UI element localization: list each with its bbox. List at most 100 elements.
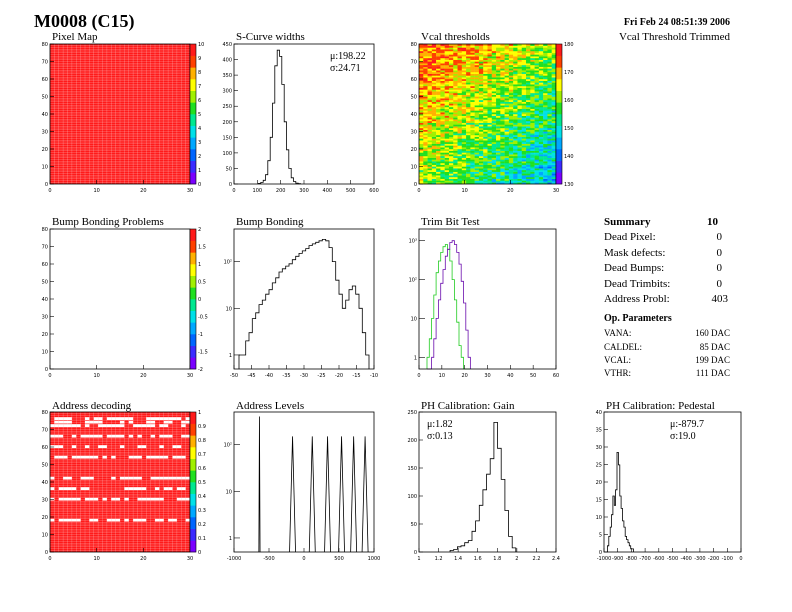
heatmap-cell: [427, 112, 433, 115]
missing-pixel: [89, 476, 94, 480]
heatmap-cell: [504, 170, 510, 172]
heatmap-cell: [419, 150, 424, 153]
heatmap-cell: [436, 117, 441, 120]
heatmap-cell: [444, 89, 450, 92]
heatmap-cell: [470, 45, 475, 48]
heatmap-cell: [444, 75, 450, 78]
y-tick-label: 300: [222, 89, 232, 95]
heatmap-cell: [436, 156, 441, 158]
heatmap-cell: [444, 163, 450, 165]
heatmap-cell: [504, 133, 510, 136]
heatmap-cell: [543, 143, 548, 146]
heatmap-cell: [478, 72, 484, 74]
heatmap-cell: [474, 121, 480, 123]
heatmap-cell: [457, 128, 463, 130]
heatmap-cell: [491, 70, 497, 73]
heatmap-cell: [538, 157, 544, 160]
x-tick-label: 0: [302, 556, 305, 562]
color-scale-cell: [556, 149, 562, 161]
heatmap-cell: [461, 168, 467, 171]
heatmap-cell: [461, 112, 467, 115]
heatmap-cell: [487, 112, 492, 115]
heatmap-cell: [440, 161, 445, 164]
heatmap-cell: [551, 178, 557, 181]
heatmap-cell: [457, 110, 463, 113]
heatmap-cell: [513, 145, 518, 148]
heatmap-cell: [521, 110, 527, 113]
heatmap-cell: [547, 44, 552, 46]
heatmap-cell: [517, 152, 522, 155]
heatmap-cell: [457, 89, 463, 92]
heatmap-cell: [444, 129, 450, 132]
y-tick-label: 5: [599, 533, 602, 539]
heatmap-cell: [466, 164, 471, 167]
heatmap-cell: [453, 142, 458, 144]
missing-pixel: [54, 445, 59, 449]
heatmap-cell: [453, 114, 458, 116]
heatmap-cell: [547, 170, 552, 172]
heatmap-cell: [551, 133, 557, 136]
heatmap-cell: [444, 86, 450, 88]
heatmap-cell: [440, 149, 445, 151]
heatmap-cell: [483, 89, 488, 92]
heatmap-cell: [504, 100, 510, 102]
heatmap-cell: [538, 51, 544, 53]
heatmap-cell: [521, 147, 527, 150]
heatmap-cell: [517, 168, 522, 171]
heatmap-cell: [547, 84, 552, 87]
heatmap-cell: [504, 175, 510, 178]
heatmap-cell: [444, 128, 450, 130]
heatmap-cell: [436, 79, 441, 81]
heatmap-cell: [478, 61, 484, 64]
missing-pixel: [80, 487, 85, 491]
heatmap-cell: [526, 75, 531, 78]
heatmap-cell: [478, 68, 484, 71]
heatmap-cell: [513, 128, 518, 130]
heatmap-cell: [444, 140, 450, 143]
heatmap-cell: [530, 166, 535, 169]
heatmap-cell: [500, 115, 505, 118]
heatmap-cell: [543, 133, 548, 136]
heatmap-cell: [517, 105, 522, 108]
heatmap-cell: [419, 140, 424, 143]
histogram-bin: [342, 308, 345, 369]
missing-pixel: [124, 417, 129, 421]
heatmap-cell: [538, 84, 544, 87]
heatmap-cell: [543, 73, 548, 76]
heatmap-cell: [440, 59, 445, 62]
color-scale-cell: [190, 172, 196, 185]
heatmap-cell: [427, 135, 433, 137]
heatmap-cell: [513, 49, 518, 52]
heatmap-cell: [436, 51, 441, 53]
heatmap-cell: [526, 178, 531, 181]
heatmap-cell: [457, 66, 463, 69]
heatmap-cell: [530, 152, 535, 155]
heatmap-cell: [448, 44, 454, 46]
heatmap-cell: [534, 124, 540, 127]
heatmap-cell: [534, 159, 540, 162]
heatmap-cell: [478, 77, 484, 80]
heatmap-cell: [551, 159, 557, 162]
heatmap-cell: [521, 156, 527, 158]
missing-pixel: [133, 455, 138, 459]
heatmap-cell: [491, 51, 497, 53]
heatmap-cell: [538, 103, 544, 106]
heatmap-cell: [530, 58, 535, 60]
heatmap-cell: [496, 49, 501, 52]
heatmap-cell: [543, 161, 548, 164]
heatmap-cell: [496, 159, 501, 162]
heatmap-cell: [517, 59, 522, 62]
heatmap-cell: [436, 54, 441, 57]
heatmap-cell: [461, 110, 467, 113]
missing-pixel: [71, 455, 77, 459]
histogram-bin: [292, 260, 295, 369]
heatmap-cell: [543, 138, 548, 141]
heatmap-cell: [526, 103, 531, 106]
heatmap-cell: [530, 65, 535, 67]
heatmap-cell: [543, 86, 548, 88]
heatmap-cell: [504, 166, 510, 169]
heatmap-cell: [508, 96, 514, 99]
heatmap-cell: [526, 72, 531, 74]
heatmap-cell: [530, 101, 535, 104]
heatmap-cell: [500, 107, 505, 109]
